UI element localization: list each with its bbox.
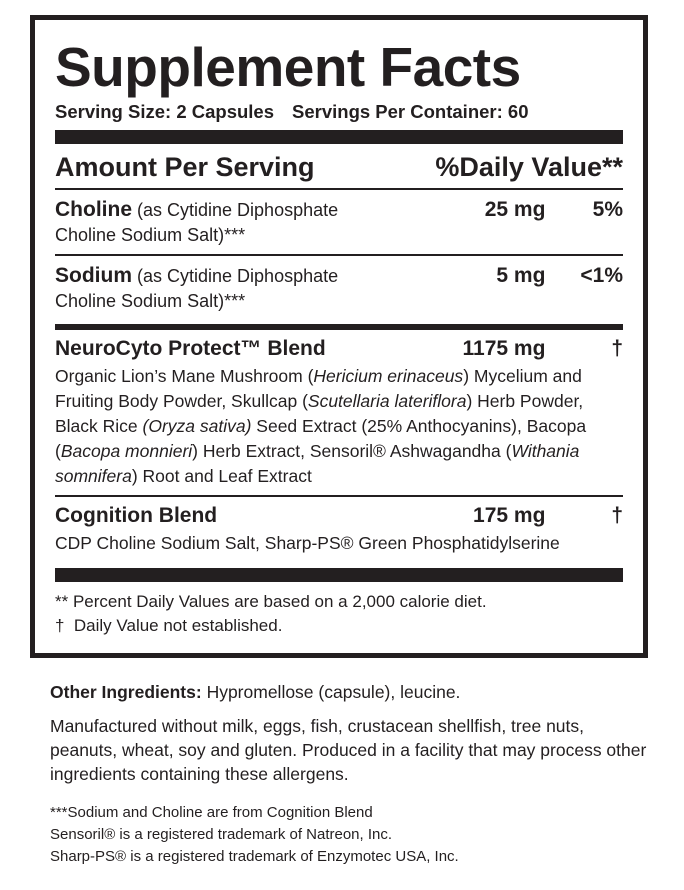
nutrient-detail: (as Cytidine Diphosphate Choline Sodium …	[55, 266, 339, 311]
daily-value: 5%	[592, 198, 623, 221]
serving-info: Serving Size: 2 Capsules Servings Per Co…	[55, 100, 623, 124]
other-ingredients-text: Hypromellose (capsule), leucine.	[206, 682, 461, 702]
thick-rule	[55, 130, 623, 144]
ingredient-text: ) Mycelium and Fruiting Body Powder, Sku…	[55, 366, 582, 411]
nutrient-row: Choline (as Cytidine Diphosphate Choline…	[55, 190, 623, 254]
column-header: Amount Per Serving %Daily Value**	[55, 144, 623, 188]
blend: NeuroCyto Protect™ Blend 1175 mg † Organ…	[55, 330, 623, 495]
note: Sharp-PS® is a registered trademark of E…	[50, 848, 459, 865]
ingredient-text: Organic Lion’s Mane Mushroom (	[55, 366, 314, 386]
amount-header: Amount Per Serving	[55, 152, 315, 182]
daily-value: †	[611, 504, 623, 527]
ingredient-text: ) Root and Leaf Extract	[131, 466, 312, 486]
notes: ***Sodium and Choline are from Cognition…	[50, 802, 650, 868]
ingredient-text: ) Herb Powder, Black Rice	[55, 391, 584, 436]
footnotes: ** Percent Daily Values are based on a 2…	[55, 590, 623, 638]
blend-ingredients: CDP Choline Sodium Salt, Sharp-PS® Green…	[55, 531, 623, 556]
blend: Cognition Blend 175 mg † CDP Choline Sod…	[55, 497, 623, 562]
nutrient: Choline (as Cytidine Diphosphate Choline…	[55, 197, 398, 248]
ingredient-latin-name: Withania somnifera	[55, 441, 580, 486]
note: ***Sodium and Choline are from Cognition…	[50, 804, 373, 821]
note: Sensoril® is a registered trademark of N…	[50, 826, 393, 843]
footnote: ** Percent Daily Values are based on a 2…	[55, 592, 487, 611]
medium-rule	[55, 324, 623, 330]
other-ingredients: Other Ingredients: Hypromellose (capsule…	[50, 680, 650, 704]
amount: 5 mg	[496, 264, 546, 287]
daily-value: <1%	[580, 264, 623, 287]
blend-name: NeuroCyto Protect™ Blend	[55, 337, 326, 360]
rule	[55, 495, 623, 497]
amount: 1175 mg	[462, 337, 546, 360]
rule	[55, 188, 623, 190]
ingredient-latin-name: (Oryza sativa)	[142, 416, 252, 436]
ingredient-text: CDP Choline Sodium Salt, Sharp-PS® Green…	[55, 533, 560, 553]
rule	[55, 254, 623, 256]
nutrient-detail: (as Cytidine Diphosphate Choline Sodium …	[55, 200, 339, 245]
daily-value: †	[611, 337, 623, 360]
ingredient-latin-name: Scutellaria lateriflora	[307, 391, 467, 411]
nutrient: Sodium (as Cytidine Diphosphate Choline …	[55, 263, 398, 314]
title: Supplement Facts	[55, 36, 521, 98]
amount: 175 mg	[473, 504, 546, 527]
allergen-statement: Manufactured without milk, eggs, fish, c…	[50, 716, 647, 784]
footnote: † Daily Value not established.	[55, 616, 283, 635]
nutrient-name: Choline	[55, 198, 132, 221]
thick-rule	[55, 568, 623, 582]
ingredient-latin-name: Hericium erinaceus	[313, 366, 464, 386]
ingredient-latin-name: Bacopa monnieri	[60, 441, 193, 461]
serving-size: Serving Size: 2 Capsules	[55, 101, 275, 122]
nutrient-name: Sodium	[55, 264, 132, 287]
blend-name: Cognition Blend	[55, 504, 218, 527]
blend-header: Cognition Blend 175 mg †	[55, 503, 623, 529]
blend-ingredients: Organic Lion’s Mane Mushroom (Hericium e…	[55, 364, 623, 489]
daily-value-header: %Daily Value**	[435, 152, 623, 182]
ingredient-text: Seed Extract (25% Anthocyanins), Bacopa …	[55, 416, 587, 461]
blend-header: NeuroCyto Protect™ Blend 1175 mg †	[55, 336, 623, 362]
supplement-facts-panel: Supplement Facts Serving Size: 2 Capsule…	[30, 15, 648, 658]
other-ingredients-label: Other Ingredients:	[50, 682, 202, 702]
amount: 25 mg	[484, 198, 546, 221]
nutrient-row: Sodium (as Cytidine Diphosphate Choline …	[55, 256, 623, 320]
servings-per-container: Servings Per Container: 60	[292, 101, 529, 122]
ingredient-text: ) Herb Extract, Sensoril® Ashwagandha (	[192, 441, 512, 461]
